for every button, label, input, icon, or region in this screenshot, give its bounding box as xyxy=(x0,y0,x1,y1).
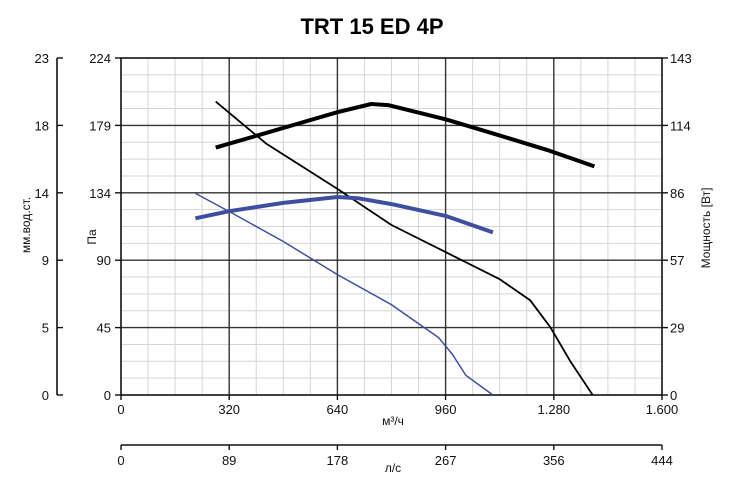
x-tick-label: 1.280 xyxy=(538,402,571,417)
y-inner-tick-label: 45 xyxy=(97,321,111,336)
y-right-tick-label: 29 xyxy=(670,321,684,336)
y-inner-tick-label: 224 xyxy=(89,51,111,66)
y-right-tick-label: 114 xyxy=(670,118,691,133)
y-right-tick-label: 86 xyxy=(670,186,684,201)
x2-tick-label: 267 xyxy=(435,453,457,468)
y-inner-tick-label: 179 xyxy=(89,118,111,133)
power-curve-3 xyxy=(194,195,494,235)
x-axis-label: м³/ч xyxy=(382,414,404,428)
y-outer-tick-label: 23 xyxy=(35,51,49,66)
x2-tick-label: 444 xyxy=(651,453,673,468)
power-curve-1 xyxy=(215,102,596,169)
y-outer-tick-label: 18 xyxy=(35,118,49,133)
x2-tick-label: 178 xyxy=(327,453,349,468)
x2-tick-label: 89 xyxy=(222,453,236,468)
y-inner-tick-label: 0 xyxy=(104,388,111,403)
y-outer-tick-label: 9 xyxy=(42,253,49,268)
y-outer-tick-label: 5 xyxy=(42,321,49,336)
y-inner-tick-label: 134 xyxy=(89,186,111,201)
x-tick-label: 960 xyxy=(435,402,457,417)
grid xyxy=(120,57,663,396)
plot-frame xyxy=(120,57,663,396)
x2-axis-label: л/с xyxy=(385,461,401,475)
y-right-tick-label: 0 xyxy=(670,388,677,403)
x2-tick-label: 356 xyxy=(543,453,565,468)
x-tick-label: 320 xyxy=(218,402,240,417)
y-inner-tick-label: 90 xyxy=(97,253,111,268)
x-tick-label: 640 xyxy=(327,402,349,417)
x-tick-label: 0 xyxy=(117,402,124,417)
y-outer-axis-label: мм.вод.ст. xyxy=(19,197,33,253)
y-inner-axis-label: Па xyxy=(85,229,99,245)
pressure-curve-2 xyxy=(195,192,494,396)
x-tick-label: 1.600 xyxy=(646,402,679,417)
x2-tick-label: 0 xyxy=(117,453,124,468)
axes: 0 45 90 134 179 224 0 5 9 14 18 23 0 29 57 86 114 143 0 320… xyxy=(35,51,692,468)
y-outer-tick-label: 14 xyxy=(35,186,49,201)
chart-title: TRT 15 ED 4P xyxy=(300,14,443,39)
y-right-tick-label: 57 xyxy=(670,253,684,268)
pressure-curve-0 xyxy=(215,100,594,396)
y-right-axis-label: Мощность [Вт] xyxy=(699,188,713,269)
y-right-tick-label: 143 xyxy=(670,51,692,66)
series-group xyxy=(194,100,596,396)
y-outer-tick-label: 0 xyxy=(42,388,49,403)
